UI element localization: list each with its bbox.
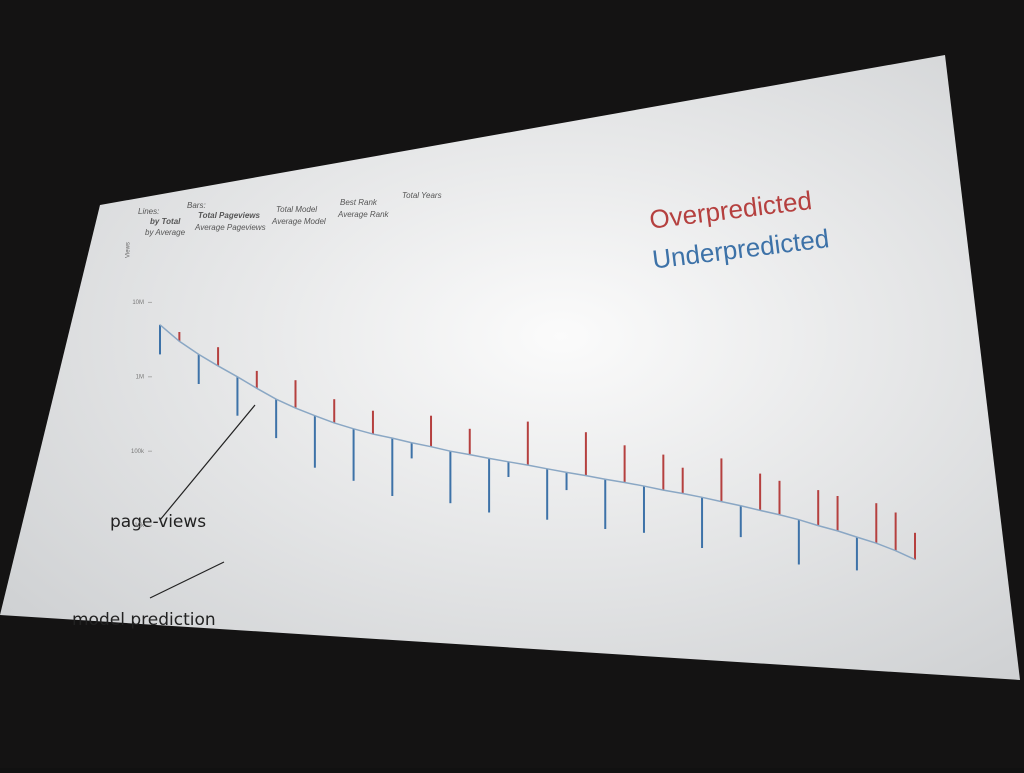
control-option[interactable]: Average Rank	[337, 210, 390, 219]
page-views-line	[159, 324, 916, 561]
control-option[interactable]: by Total	[150, 217, 181, 226]
control-option[interactable]: Total Pageviews	[198, 211, 261, 220]
control-option[interactable]: Best Rank	[340, 198, 378, 207]
annotation-arrow	[149, 561, 225, 599]
y-axis-label: Views	[126, 242, 132, 258]
projection-screen	[0, 55, 1020, 680]
annotation: page-views	[110, 512, 206, 532]
control-option[interactable]: Average Pageviews	[194, 223, 266, 232]
control-option[interactable]: Total Years	[402, 191, 442, 200]
control-label: Bars:	[187, 201, 206, 210]
control-option[interactable]: Total Model	[276, 205, 317, 214]
y-tick-label: 100k	[131, 449, 145, 455]
control-option[interactable]: by Average	[145, 228, 186, 237]
annotation-arrow	[159, 404, 256, 521]
control-option[interactable]: Average Model	[271, 217, 326, 226]
y-tick-label: 10M	[132, 300, 144, 306]
controls: Lines: by Total by Average Bars: Total P…	[138, 191, 442, 237]
annotation: model prediction	[72, 610, 216, 630]
y-tick-label: 1M	[136, 374, 144, 380]
control-label: Lines:	[138, 207, 159, 216]
y-tick-label: 10k	[134, 523, 145, 529]
